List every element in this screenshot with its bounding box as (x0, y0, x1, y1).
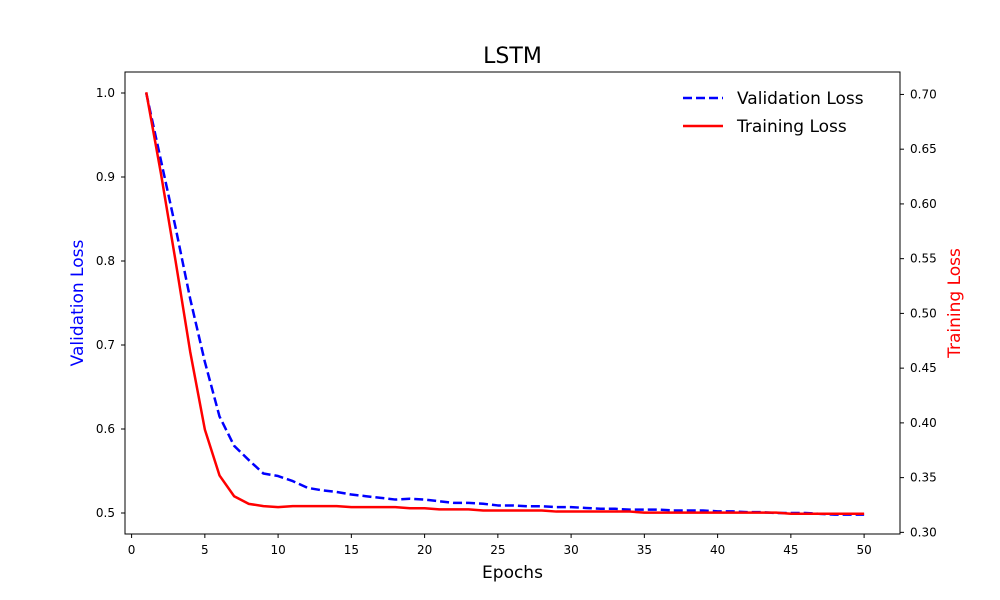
y-right-tick-label: 0.55 (910, 252, 937, 266)
x-tick-label: 20 (417, 543, 432, 557)
y-left-tick-label: 0.6 (96, 422, 115, 436)
legend: Validation Loss Training Loss (683, 89, 864, 137)
validation-loss-line (145, 92, 865, 516)
x-tick-label: 0 (128, 543, 136, 557)
y-axis-left-label: Validation Loss (68, 240, 88, 367)
y-left-tick-label: 1.0 (96, 86, 115, 100)
x-tick-label: 10 (270, 543, 285, 557)
x-axis-label: Epochs (482, 563, 543, 583)
y-right-tick-label: 0.35 (910, 471, 937, 485)
x-tick-label: 30 (563, 543, 578, 557)
y-left-tick-label: 0.7 (96, 338, 115, 352)
y-right-tick-label: 0.30 (910, 525, 937, 539)
x-tick-label: 15 (344, 543, 359, 557)
y-right-tick-label: 0.60 (910, 197, 937, 211)
y-axis-right-label: Training Loss (945, 248, 965, 359)
x-tick-label: 25 (490, 543, 505, 557)
plot-frame (124, 71, 901, 535)
y-left-tick-label: 0.5 (96, 506, 115, 520)
training-loss-line (145, 92, 865, 515)
x-tick-label: 50 (856, 543, 871, 557)
x-tick-label: 40 (710, 543, 725, 557)
y-left-tick-label: 0.8 (96, 254, 115, 268)
y-right-tick-label: 0.40 (910, 416, 937, 430)
legend-training-label: Training Loss (736, 117, 847, 137)
chart-title: LSTM (483, 44, 542, 69)
y-left-tick-label: 0.9 (96, 170, 115, 184)
x-tick-label: 5 (201, 543, 209, 557)
y-right-tick-label: 0.45 (910, 361, 937, 375)
legend-validation-label: Validation Loss (737, 89, 864, 109)
y-right-tick-label: 0.50 (910, 306, 937, 320)
y-right-tick-label: 0.65 (910, 142, 937, 156)
y-right-tick-label: 0.70 (910, 87, 937, 101)
x-tick-label: 45 (783, 543, 798, 557)
x-tick-label: 35 (637, 543, 652, 557)
